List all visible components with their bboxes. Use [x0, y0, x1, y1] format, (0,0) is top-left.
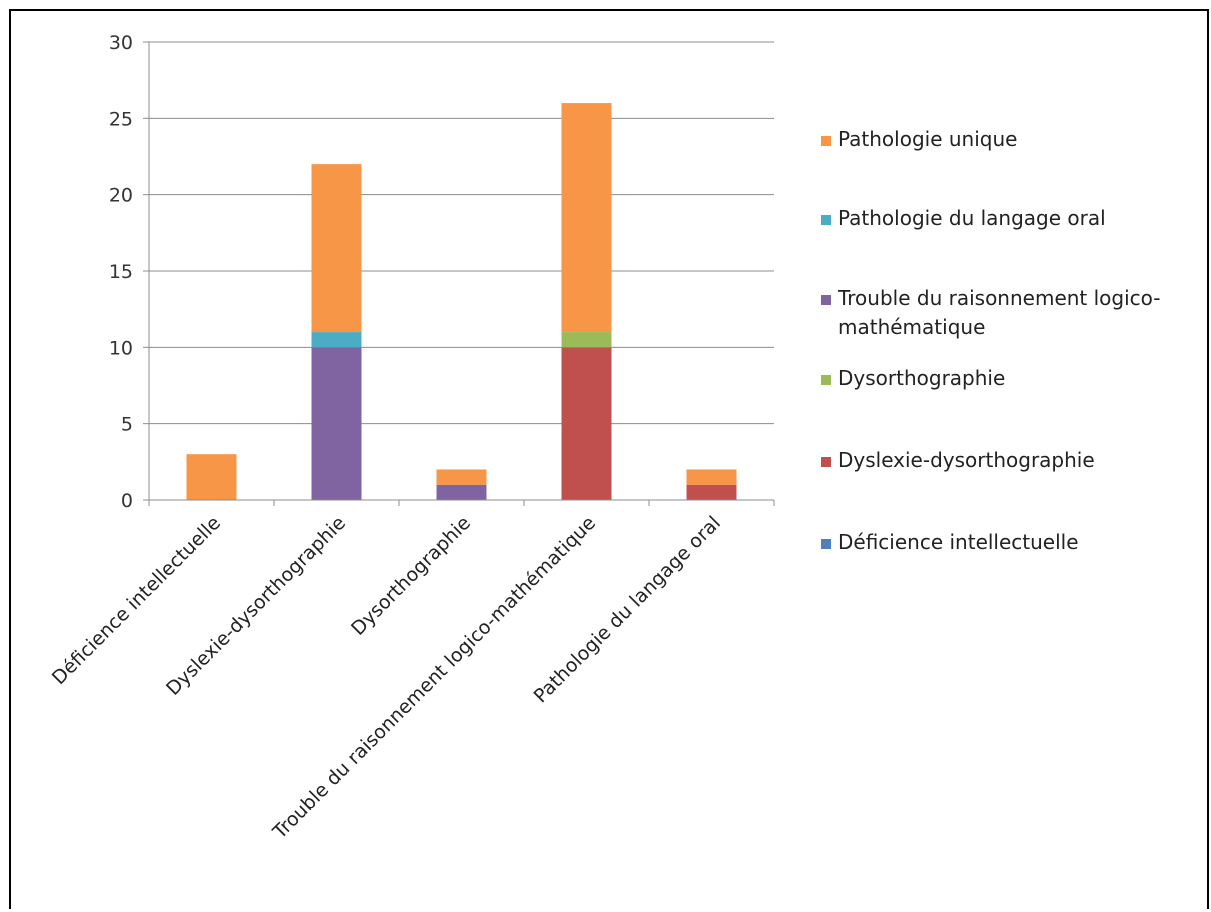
legend-label-trouble-du-raisonnement-logico-mathematique: Trouble du raisonnement logico-mathémati… — [837, 286, 1161, 339]
bar-pathologie-du-langage-oral-dyslexie-dysorthographie — [686, 484, 737, 500]
bars — [186, 103, 737, 500]
legend-swatch-deficience-intellectuelle — [821, 539, 831, 549]
legend-label-dyslexie-dysorthographie: Dyslexie-dysorthographie — [838, 448, 1095, 472]
legend-swatch-trouble-du-raisonnement-logico-mathematique — [821, 295, 831, 305]
bar-dyslexie-dysorthographie-pathologie-du-langage-oral — [311, 332, 362, 348]
legend-label-line: Pathologie unique — [838, 127, 1017, 151]
legend: Pathologie unique Pathologie du langage o… — [821, 127, 1161, 554]
axes — [143, 41, 775, 506]
y-tick-label-15: 15 — [109, 261, 133, 283]
legend-label-line: Trouble du raisonnement logico- — [837, 286, 1161, 310]
legend-label-dysorthographie: Dysorthographie — [838, 366, 1005, 390]
bar-dyslexie-dysorthographie-trouble-du-raisonnement-logico-mathematique — [311, 347, 362, 500]
y-tick-label-30: 30 — [109, 32, 133, 54]
legend-swatch-dysorthographie — [821, 375, 831, 385]
gridlines — [149, 41, 774, 425]
legend-label-pathologie-du-langage-oral: Pathologie du langage oral — [838, 206, 1106, 230]
bar-trouble-du-raisonnement-logico-mathematique-pathologie-unique — [561, 103, 612, 333]
chart-frame: 0 5 10 15 20 25 30 Déficience intellectuelle Dy… — [9, 9, 1209, 909]
bar-dysorthographie-pathologie-unique — [436, 469, 487, 485]
legend-swatch-dyslexie-dysorthographie — [821, 457, 831, 467]
legend-label-line: Pathologie du langage oral — [838, 206, 1106, 230]
legend-label-line: mathématique — [838, 315, 985, 339]
y-tick-label-20: 20 — [109, 185, 133, 207]
bar-trouble-du-raisonnement-logico-mathematique-dyslexie-dysorthographie — [561, 347, 612, 500]
legend-label-pathologie-unique: Pathologie unique — [838, 127, 1017, 151]
y-tick-label-0: 0 — [121, 490, 133, 512]
legend-label-line: Dysorthographie — [838, 366, 1005, 390]
y-tick-label-25: 25 — [109, 108, 133, 130]
legend-label-line: Dyslexie-dysorthographie — [838, 448, 1095, 472]
category-label-dysorthographie: Dysorthographie — [347, 512, 475, 640]
bar-pathologie-du-langage-oral-pathologie-unique — [686, 469, 737, 485]
legend-label-deficience-intellectuelle: Déficience intellectuelle — [838, 530, 1079, 554]
legend-label-line: Déficience intellectuelle — [838, 530, 1079, 554]
y-tick-label-10: 10 — [109, 337, 133, 359]
legend-swatch-pathologie-unique — [821, 136, 831, 146]
legend-swatch-pathologie-du-langage-oral — [821, 215, 831, 225]
y-tick-label-5: 5 — [121, 414, 133, 436]
bar-trouble-du-raisonnement-logico-mathematique-dysorthographie — [561, 332, 612, 348]
bar-dyslexie-dysorthographie-pathologie-unique — [311, 164, 362, 333]
bar-dysorthographie-trouble-du-raisonnement-logico-mathematique — [436, 484, 487, 500]
y-tick-labels: 0 5 10 15 20 25 30 — [109, 32, 133, 512]
category-labels: Déficience intellectuelleDyslexie-dysort… — [48, 512, 725, 844]
bar-deficience-intellectuelle-pathologie-unique — [186, 454, 237, 500]
